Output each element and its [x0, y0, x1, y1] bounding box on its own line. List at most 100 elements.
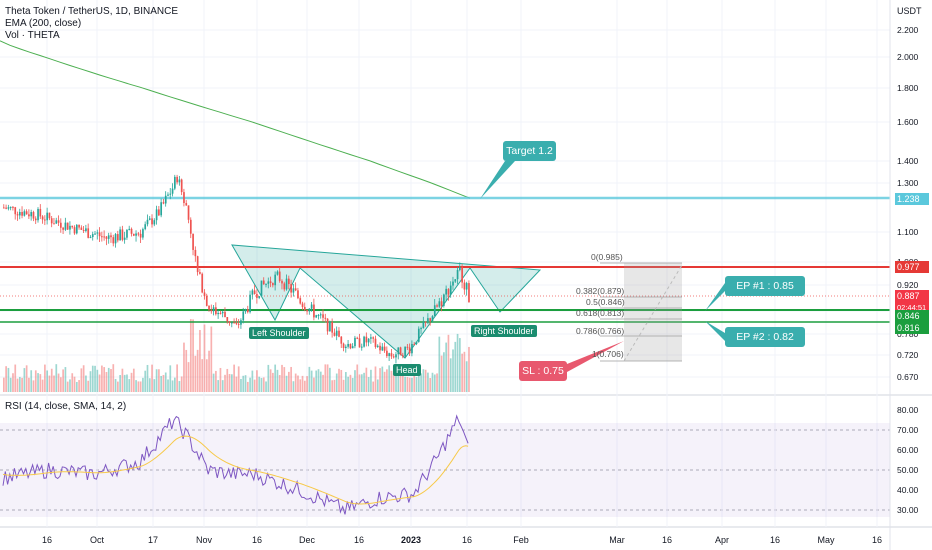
volume-bar — [290, 366, 292, 392]
candle-body — [267, 281, 270, 284]
volume-bar — [203, 324, 206, 392]
ep1-pointer — [705, 283, 725, 311]
volume-bar — [333, 379, 336, 392]
candle-body — [292, 288, 295, 293]
volume-bar — [429, 377, 432, 392]
candle-body — [80, 227, 83, 230]
candle-body — [3, 207, 5, 209]
candle-body — [171, 188, 174, 194]
volume-bar — [180, 376, 183, 392]
candle-body — [303, 306, 306, 311]
candle-body — [242, 311, 245, 321]
volume-bar — [32, 380, 35, 392]
volume-bar — [64, 367, 67, 392]
volume-bar — [9, 377, 12, 392]
candle-body — [461, 266, 463, 283]
candle-body — [422, 321, 425, 329]
candle-body — [297, 290, 299, 299]
candle-body — [215, 307, 217, 315]
volume-bar — [185, 349, 188, 392]
rsi-line — [2, 414, 469, 515]
volume-bar — [148, 378, 151, 392]
volume-bar — [41, 379, 44, 392]
candle-body — [174, 176, 176, 189]
candle-body — [235, 322, 238, 324]
candle-body — [260, 280, 263, 297]
candle-body — [155, 209, 158, 221]
symbol-legend[interactable]: Theta Token / TetherUS, 1D, BINANCE — [5, 6, 179, 17]
volume-bar — [75, 381, 78, 392]
candle-body — [55, 220, 58, 224]
candle-body — [32, 212, 35, 219]
candle-body — [365, 336, 368, 343]
volume-bar — [388, 365, 391, 392]
rsi-legend[interactable]: RSI (14, close, SMA, 14, 2) — [5, 401, 127, 412]
candle-body — [329, 322, 331, 332]
price-tick: 1.800 — [897, 83, 919, 93]
volume-bar — [139, 381, 142, 392]
stop-loss-callout[interactable]: SL : 0.75 — [519, 361, 567, 381]
candle-body — [347, 343, 349, 347]
volume-bar — [226, 368, 229, 392]
volume-bar — [151, 364, 153, 392]
volume-bar — [78, 380, 80, 392]
volume-bar — [308, 366, 311, 392]
candle-body — [192, 233, 194, 250]
candle-body — [374, 338, 377, 348]
candle-body — [427, 318, 429, 323]
candle-body — [91, 234, 94, 238]
volume-bar — [301, 375, 304, 392]
candle-body — [205, 296, 208, 306]
volume-bar — [183, 342, 185, 392]
volume-bar — [406, 376, 409, 392]
time-tick: Feb — [513, 535, 529, 545]
rsi-tick: 50.00 — [897, 465, 919, 475]
candle-body — [98, 232, 101, 237]
volume-bar — [142, 377, 144, 392]
candle-body — [424, 321, 427, 323]
volume-bar — [221, 380, 224, 392]
candle-body — [417, 328, 420, 342]
volume-bar — [292, 381, 295, 392]
candle-body — [356, 337, 359, 339]
volume-bar — [461, 353, 463, 392]
volume-bar — [135, 380, 137, 392]
candle-body — [130, 228, 133, 234]
ema-legend[interactable]: EMA (200, close) — [5, 18, 82, 29]
candle-body — [349, 343, 352, 349]
volume-bar — [342, 379, 345, 392]
volume-bar — [12, 373, 14, 392]
volume-bar — [262, 377, 265, 392]
candle-body — [158, 209, 160, 216]
volume-bar — [294, 373, 297, 392]
volume-bar — [144, 370, 147, 392]
time-tick: 16 — [42, 535, 52, 545]
candle-body — [37, 208, 39, 221]
candle-body — [219, 312, 222, 314]
candle-body — [12, 206, 14, 208]
candle-body — [370, 337, 372, 339]
target-callout[interactable]: Target 1.2 — [503, 141, 556, 161]
volume-bar — [219, 367, 222, 392]
volume-bar — [249, 377, 251, 392]
candle-body — [180, 179, 183, 193]
candle-body — [137, 233, 140, 235]
ep1-callout[interactable]: EP #1 : 0.85 — [725, 276, 805, 296]
candle-body — [107, 235, 110, 239]
volume-bar — [397, 364, 400, 392]
candle-body — [212, 307, 215, 312]
volume-bar — [169, 365, 172, 392]
ep2-callout[interactable]: EP #2 : 0.82 — [725, 327, 805, 347]
fib-retracement — [600, 262, 683, 362]
volume-bar — [82, 365, 85, 392]
candle-body — [87, 228, 90, 238]
candle-body — [194, 249, 197, 257]
candle-body — [288, 278, 290, 285]
candle-body — [465, 283, 468, 290]
volume-bar — [91, 365, 94, 392]
candle-body — [28, 214, 30, 217]
candle-body — [151, 218, 153, 225]
candle-body — [110, 235, 112, 238]
volume-bar — [146, 364, 149, 392]
volume-legend[interactable]: Vol · THETA — [5, 30, 60, 41]
